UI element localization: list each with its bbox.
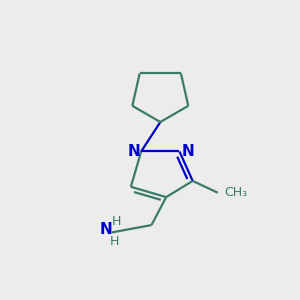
Text: CH₃: CH₃	[224, 186, 247, 199]
Text: N: N	[128, 144, 140, 159]
Text: H: H	[110, 236, 119, 248]
Text: N: N	[100, 222, 113, 237]
Text: N: N	[182, 144, 195, 159]
Text: H: H	[112, 215, 121, 228]
